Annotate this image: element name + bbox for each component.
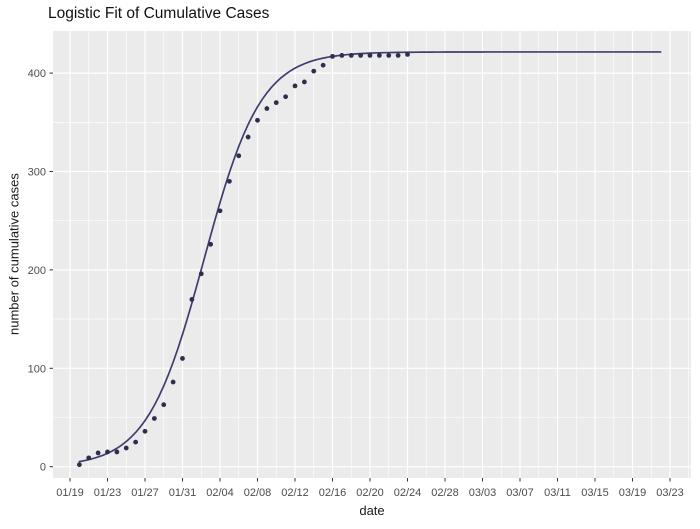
data-point xyxy=(348,52,354,58)
data-point xyxy=(114,449,120,455)
y-tick-label: 100 xyxy=(28,363,46,375)
x-tick-label: 02/04 xyxy=(206,487,234,499)
y-tick-label: 200 xyxy=(28,265,46,277)
data-point xyxy=(170,379,176,385)
data-point xyxy=(208,241,214,247)
x-tick-label: 01/23 xyxy=(94,487,122,499)
x-tick-label: 02/28 xyxy=(431,487,459,499)
data-point xyxy=(292,83,298,89)
data-point xyxy=(273,100,279,106)
x-axis-title: date xyxy=(359,503,385,518)
data-point xyxy=(198,271,204,277)
x-tick-label: 03/07 xyxy=(506,487,534,499)
x-tick-label: 01/27 xyxy=(131,487,159,499)
data-point xyxy=(395,52,401,58)
data-point xyxy=(367,52,373,58)
data-point xyxy=(236,153,242,159)
x-tick-label: 03/23 xyxy=(656,487,684,499)
x-tick-label: 02/08 xyxy=(244,487,272,499)
data-point xyxy=(255,117,260,123)
data-point xyxy=(301,79,307,85)
data-point xyxy=(151,416,157,421)
data-point xyxy=(376,52,382,58)
data-point xyxy=(217,208,223,214)
x-tick-label: 03/03 xyxy=(469,487,497,499)
data-point xyxy=(339,52,345,58)
data-point xyxy=(386,52,392,58)
data-point xyxy=(320,62,326,68)
y-axis-title: number of cumulative cases xyxy=(6,173,22,336)
x-tick-label: 02/24 xyxy=(394,487,422,499)
data-point xyxy=(245,134,251,140)
data-point xyxy=(226,178,232,184)
x-tick-label: 03/15 xyxy=(581,487,609,499)
data-point xyxy=(133,439,139,445)
x-tick-label: 03/11 xyxy=(544,487,571,499)
data-point xyxy=(189,297,195,302)
data-point xyxy=(95,450,101,456)
data-point xyxy=(180,356,185,361)
data-point xyxy=(105,449,110,455)
y-tick-label: 0 xyxy=(40,462,46,474)
data-point xyxy=(76,462,82,468)
data-point xyxy=(283,94,289,100)
y-tick-label: 400 xyxy=(28,68,46,80)
data-point xyxy=(358,52,364,58)
panel-background xyxy=(53,31,691,478)
x-tick-label: 02/16 xyxy=(319,487,347,499)
data-point xyxy=(123,445,129,451)
x-tick-label: 02/20 xyxy=(356,487,384,499)
data-point xyxy=(330,53,335,59)
data-point xyxy=(311,68,317,74)
x-tick-label: 01/19 xyxy=(56,487,84,499)
x-tick-label: 02/12 xyxy=(281,487,309,499)
data-point xyxy=(161,402,167,408)
x-tick-label: 03/19 xyxy=(619,487,647,499)
y-tick-label: 300 xyxy=(28,167,46,179)
data-point xyxy=(86,455,92,461)
data-point xyxy=(405,52,410,57)
data-point xyxy=(142,428,148,434)
x-tick-label: 01/31 xyxy=(169,487,197,499)
data-point xyxy=(264,106,270,111)
chart-title: Logistic Fit of Cumulative Cases xyxy=(48,5,270,22)
